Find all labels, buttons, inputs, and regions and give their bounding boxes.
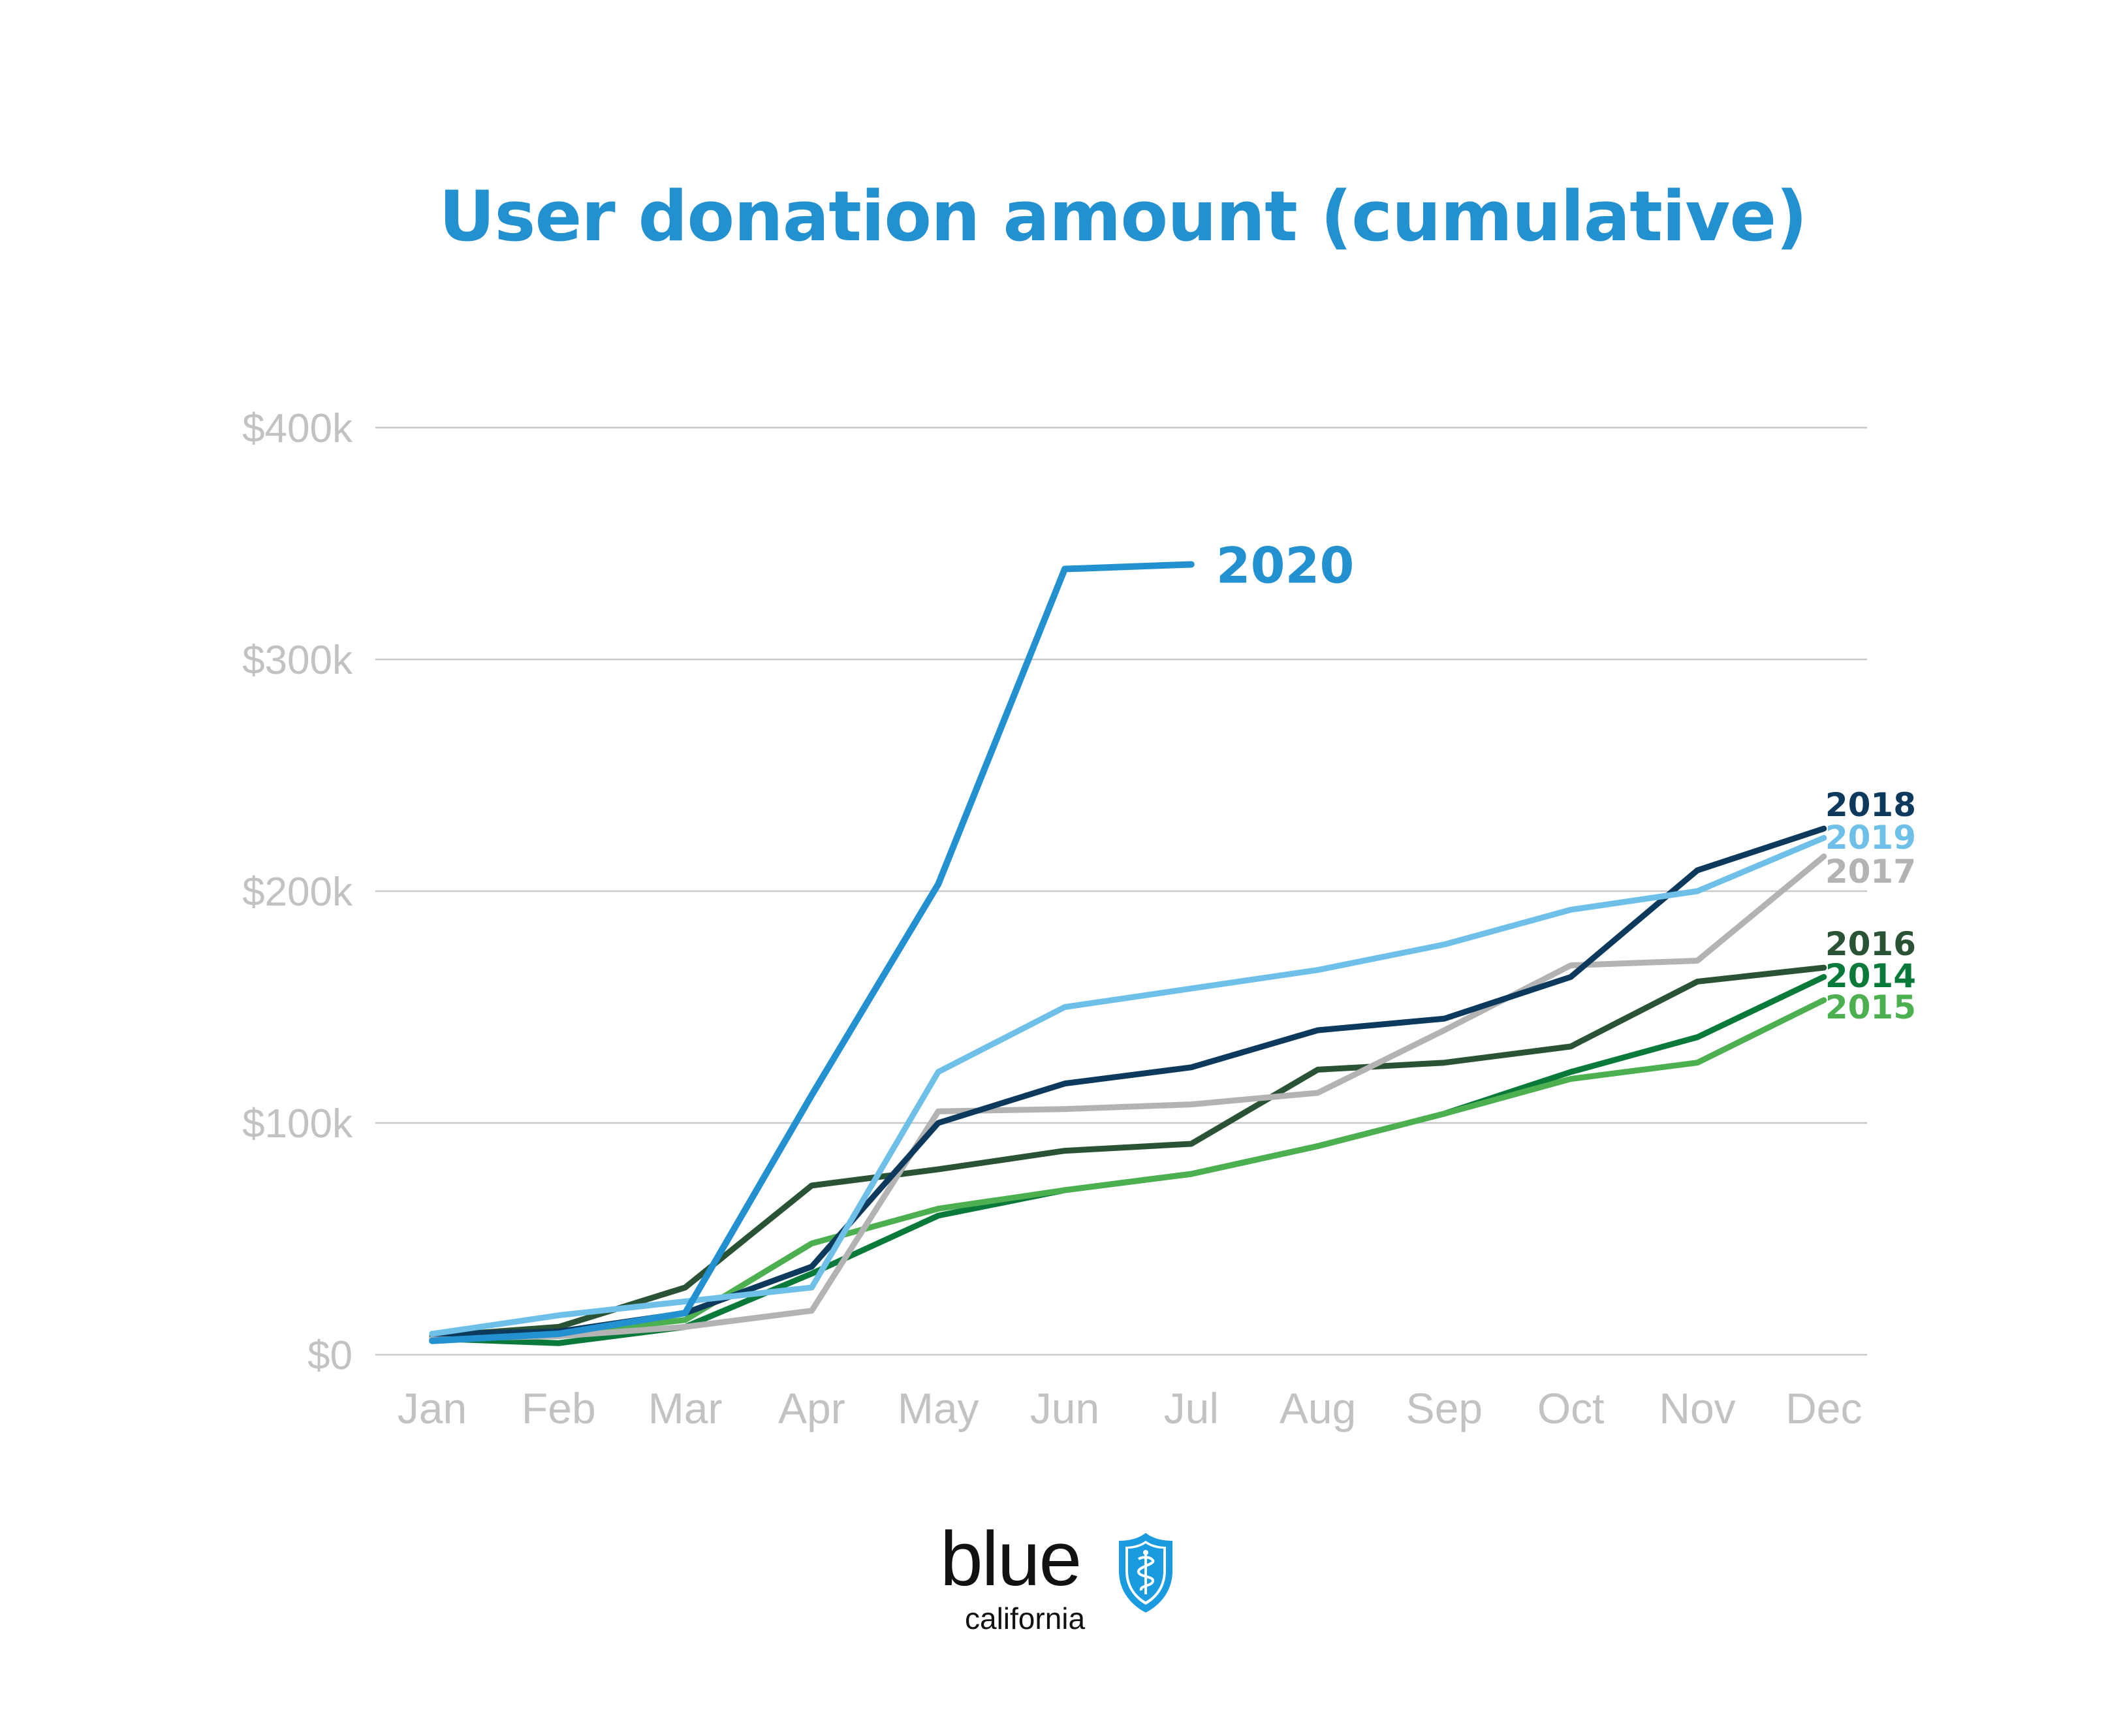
x-tick-label: Dec <box>1785 1384 1862 1432</box>
x-tick-label: May <box>898 1384 979 1432</box>
shield-caduceus-icon <box>1119 1533 1172 1613</box>
x-tick-label: Mar <box>648 1384 723 1432</box>
y-tick-label: $300k <box>242 638 353 683</box>
x-tick-label: Oct <box>1537 1384 1605 1432</box>
series-line-2016 <box>429 964 1827 1340</box>
series-line-2014 <box>429 973 1827 1346</box>
chart-title: User donation amount (cumulative) <box>439 176 1807 257</box>
logo-subtitle: california <box>965 1602 1086 1635</box>
series-label-2016: 2016 <box>1825 925 1916 963</box>
x-tick-label: Jun <box>1030 1384 1099 1432</box>
series-line-2020 <box>429 561 1195 1344</box>
x-tick-label: Feb <box>522 1384 596 1432</box>
x-tick-label: Sep <box>1406 1384 1483 1432</box>
x-axis: Jan Feb Mar Apr May Jun Jul Aug Sep Oct Nov Dec <box>398 1384 1862 1432</box>
x-tick-label: Jul <box>1164 1384 1219 1432</box>
y-tick-label: $0 <box>307 1333 353 1378</box>
series-label-2020: 2020 <box>1216 536 1355 594</box>
gridlines <box>375 426 1867 1356</box>
series-label-2019: 2019 <box>1825 819 1916 857</box>
y-tick-label: $400k <box>242 406 353 451</box>
x-tick-label: Apr <box>778 1384 845 1432</box>
x-tick-label: Jan <box>398 1384 467 1432</box>
series-label-2014: 2014 <box>1825 957 1916 995</box>
logo-word: blue <box>940 1516 1082 1602</box>
x-tick-label: Aug <box>1280 1384 1356 1432</box>
series-line-2019 <box>429 834 1827 1337</box>
series-line-2015 <box>429 997 1827 1342</box>
series-lines <box>429 561 1827 1346</box>
series-label-2018: 2018 <box>1825 786 1916 824</box>
series-label-2017: 2017 <box>1825 853 1916 891</box>
series-label-2015: 2015 <box>1825 988 1916 1026</box>
y-axis: $0 $100k $200k $300k $400k <box>242 406 353 1378</box>
x-tick-label: Nov <box>1659 1384 1735 1432</box>
series-line-2017 <box>429 853 1827 1342</box>
blue-california-logo: blue california <box>940 1516 1175 1652</box>
y-tick-label: $200k <box>242 870 353 915</box>
y-tick-label: $100k <box>242 1101 353 1146</box>
